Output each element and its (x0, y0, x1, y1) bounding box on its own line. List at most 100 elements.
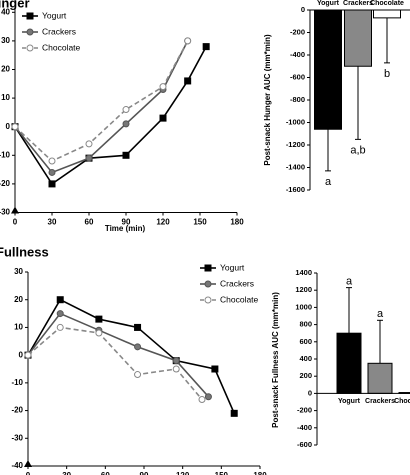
y-tick-label: 0 (301, 5, 305, 14)
marker (159, 83, 167, 91)
y-tick-label: 20 (14, 295, 23, 304)
marker (95, 329, 103, 337)
marker (85, 140, 93, 148)
significance-letter: a (346, 276, 353, 288)
marker (85, 154, 93, 162)
legend-marker (204, 280, 212, 288)
marker (134, 343, 142, 351)
legend-label: Yogurt (220, 262, 245, 272)
marker (122, 120, 130, 128)
legend-marker (204, 264, 212, 272)
series-line (14, 40, 189, 162)
y-axis-label: Post-snack Hunger AUC (mm*min) (263, 34, 272, 166)
y-tick-label: -600 (290, 72, 305, 81)
legend-label: Crackers (220, 278, 254, 288)
y-tick-label: -30 (0, 208, 11, 217)
x-tick-label: 60 (101, 471, 110, 475)
y-tick-label: 0 (6, 122, 11, 131)
marker (198, 395, 206, 403)
x-tick-label: 90 (122, 218, 131, 227)
category-label: Yogurt (338, 398, 361, 405)
significance-letter: a (377, 308, 384, 320)
y-tick-label: -10 (11, 378, 23, 387)
x-tick-label: 150 (215, 471, 229, 475)
marker (172, 357, 180, 365)
y-tick-label: 0 (308, 388, 312, 397)
y-tick-label: -40 (11, 461, 23, 470)
x-tick-label: 90 (140, 471, 149, 475)
y-tick-label: -10 (0, 150, 11, 159)
marker (159, 114, 167, 122)
marker (211, 365, 219, 373)
significance-letter: a,b (350, 144, 365, 156)
marker (56, 296, 64, 304)
marker (204, 393, 212, 401)
legend-marker (26, 44, 34, 52)
chart-title: Fullness (0, 244, 49, 259)
y-tick-label: -20 (11, 406, 23, 415)
legend-label: Chocolate (42, 42, 81, 52)
legend-label: Yogurt (42, 10, 67, 20)
bar (367, 362, 393, 394)
category-label: Yogurt (317, 0, 340, 7)
series-line (14, 40, 189, 174)
legend-marker (26, 12, 34, 20)
y-tick-label: -1600 (286, 185, 305, 194)
series-line (27, 326, 203, 401)
y-tick-label: -400 (297, 423, 312, 432)
marker (48, 157, 56, 165)
x-tick-label: 180 (230, 218, 244, 227)
y-tick-label: -1000 (286, 117, 305, 126)
x-axis-label: Time (min) (105, 224, 146, 233)
category-label: Chocolate (394, 398, 410, 405)
y-tick-label: 30 (14, 267, 23, 276)
y-tick-label: 20 (1, 65, 10, 74)
y-tick-label: -20 (0, 179, 11, 188)
start-marker (24, 460, 32, 467)
y-tick-label: 200 (299, 371, 312, 380)
marker (172, 365, 180, 373)
marker (56, 323, 64, 331)
y-tick-label: 0 (19, 350, 24, 359)
y-tick-label: -30 (11, 433, 23, 442)
x-tick-label: 180 (253, 471, 267, 475)
y-tick-label: -1400 (286, 162, 305, 171)
marker (122, 151, 130, 159)
marker (11, 123, 19, 131)
y-tick-label: 10 (1, 93, 10, 102)
y-tick-label: 10 (14, 323, 23, 332)
legend-label: Crackers (42, 26, 76, 36)
x-tick-label: 0 (26, 471, 31, 475)
y-tick-label: 800 (299, 320, 312, 329)
y-tick-label: -800 (290, 95, 305, 104)
x-tick-label: 30 (62, 471, 71, 475)
marker (184, 77, 192, 85)
category-label: Chocolate (370, 0, 404, 7)
x-tick-label: 60 (85, 218, 94, 227)
x-tick-label: 30 (48, 218, 57, 227)
x-tick-label: 150 (193, 218, 207, 227)
y-tick-label: -200 (297, 406, 312, 415)
significance-letter: b (384, 68, 390, 80)
x-tick-label: 0 (13, 218, 18, 227)
marker (56, 310, 64, 318)
bar (314, 9, 342, 130)
category-label: Crackers (365, 398, 395, 405)
marker (48, 180, 56, 188)
y-tick-label: 1200 (295, 285, 312, 294)
start-marker (11, 206, 19, 214)
legend-label: Chocolate (220, 294, 259, 304)
bar (373, 9, 401, 19)
marker (95, 315, 103, 323)
y-tick-label: 40 (1, 7, 10, 16)
y-tick-label: 1000 (295, 302, 312, 311)
marker (184, 37, 192, 45)
series-line (27, 312, 210, 398)
y-tick-label: -600 (297, 440, 312, 449)
category-label: Crackers (343, 0, 373, 7)
marker (48, 168, 56, 176)
y-tick-label: 30 (1, 36, 10, 45)
marker (202, 43, 210, 51)
